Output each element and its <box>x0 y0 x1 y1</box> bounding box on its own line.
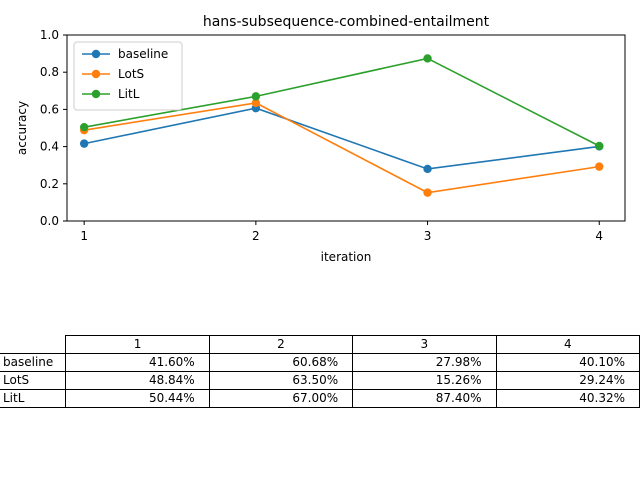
data-point <box>595 141 604 151</box>
x-tick-label: 4 <box>595 229 603 243</box>
table-cell: 50.44% <box>65 389 210 408</box>
y-axis-label: accuracy <box>15 101 29 155</box>
data-point <box>423 164 432 174</box>
table-row: baseline 41.60% 60.68% 27.98% 40.10% <box>0 353 640 372</box>
table-row: LotS 48.84% 63.50% 15.26% 29.24% <box>0 371 640 390</box>
plot-frame <box>66 34 626 222</box>
table-header-row: 1 2 3 4 <box>0 335 640 354</box>
data-point <box>423 54 432 63</box>
x-tick-label: 2 <box>252 229 260 243</box>
y-tick-label: 0.0 <box>40 214 59 228</box>
data-point <box>423 188 432 197</box>
legend-label: LotS <box>118 67 144 81</box>
table-row-label: LitL <box>0 389 67 408</box>
table-cell: 29.24% <box>495 371 640 390</box>
chart-title: hans-subsequence-combined-entailment <box>203 14 490 30</box>
legend-marker <box>91 89 101 99</box>
legend-label: LitL <box>118 87 140 101</box>
data-point <box>595 162 604 171</box>
table-col-header: 3 <box>352 335 497 354</box>
x-axis-label: iteration <box>321 250 372 264</box>
y-tick-label: 0.8 <box>40 65 59 79</box>
data-point <box>251 92 261 101</box>
table-cell: 67.00% <box>208 389 354 408</box>
table-row-label: baseline <box>0 353 67 372</box>
legend-marker <box>91 49 101 59</box>
table-cell: 87.40% <box>352 389 497 408</box>
x-tick-label: 3 <box>424 229 432 243</box>
table-cell: 27.98% <box>352 353 497 372</box>
legend-box <box>73 41 183 111</box>
series-line <box>84 57 600 147</box>
table-row: LitL 50.44% 67.00% 87.40% 40.32% <box>0 389 640 408</box>
table-cell: 40.32% <box>495 389 640 408</box>
series-line <box>84 102 600 194</box>
data-point <box>79 139 89 148</box>
table-cell: 60.68% <box>208 353 354 372</box>
data-point <box>251 98 261 108</box>
table-col-header: 1 <box>65 335 210 354</box>
y-tick-label: 1.0 <box>40 28 59 42</box>
data-point <box>79 122 89 132</box>
y-tick-label: 0.4 <box>40 140 59 154</box>
table-col-header: 2 <box>208 335 354 354</box>
table-col-header: 4 <box>495 335 640 354</box>
data-table: 1 2 3 4 baseline 41.60% 60.68% 27.98% 40… <box>0 335 640 408</box>
legend: baseline LotS LitL <box>73 41 183 111</box>
table-cell: 48.84% <box>65 371 210 390</box>
table-cell: 63.50% <box>208 371 354 390</box>
table-corner <box>0 336 66 354</box>
table-cell: 15.26% <box>352 371 497 390</box>
table-row-label: LotS <box>0 371 67 390</box>
x-tick-label: 1 <box>80 229 88 243</box>
y-tick-label: 0.2 <box>40 177 59 191</box>
series-line <box>84 107 600 170</box>
legend-marker <box>91 69 101 79</box>
table-cell: 40.10% <box>495 353 640 372</box>
table-cell: 41.60% <box>65 353 210 372</box>
y-tick-label: 0.6 <box>40 102 59 116</box>
legend-label: baseline <box>118 47 168 61</box>
